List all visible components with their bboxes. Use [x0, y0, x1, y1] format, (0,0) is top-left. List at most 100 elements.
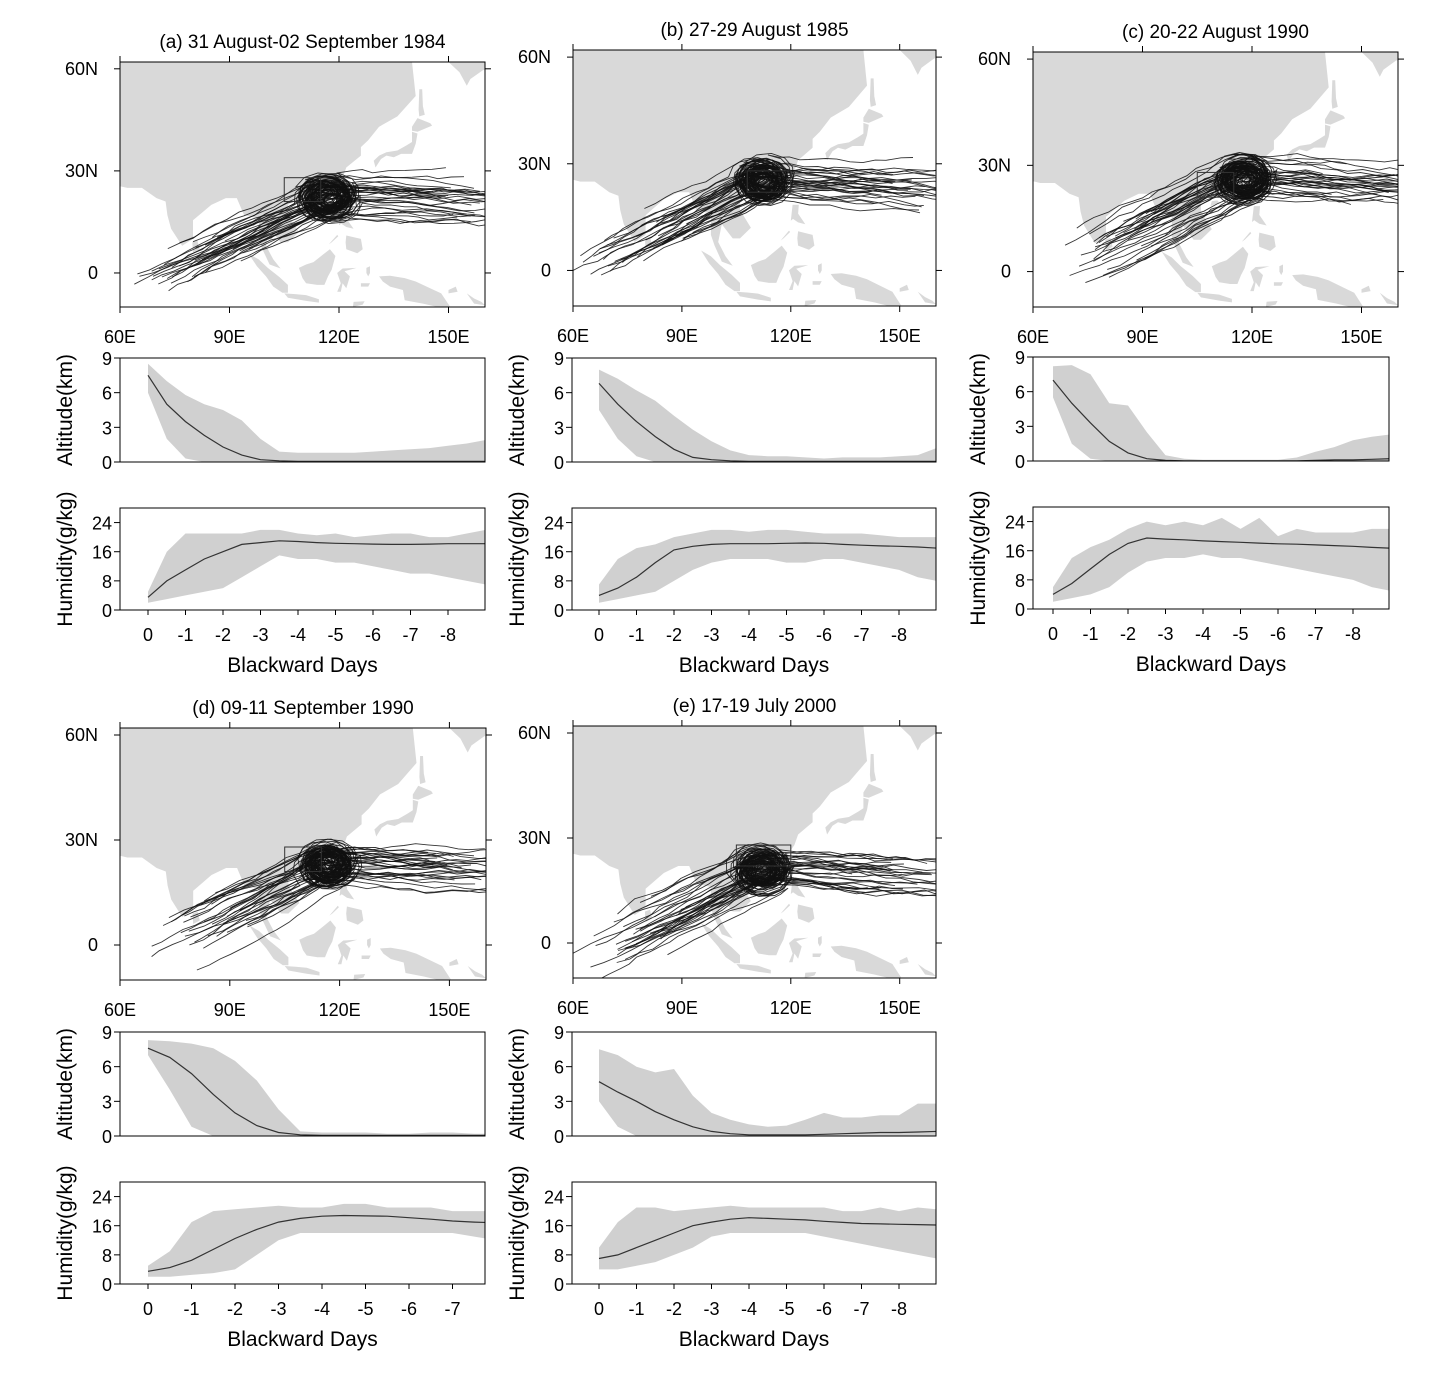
humidity-plot: 0 8 16 24 Humidity(g/kg) 0 -1 -2 -3 -4 -5 -6 -7 -8 Bla…: [506, 1165, 937, 1351]
land-polygon: [373, 131, 418, 168]
lon-tick-label: 150E: [879, 326, 921, 346]
trajectory-line: [1226, 160, 1398, 203]
y-tick-label: 9: [102, 349, 112, 369]
y-tick-label: 6: [554, 384, 564, 404]
x-tick-label: -6: [365, 625, 381, 645]
land-polygon: [1379, 292, 1398, 306]
panel-title: (b) 27-29 August 1985: [660, 20, 848, 41]
humidity-frame: [119, 1181, 486, 1285]
map-content: [573, 50, 936, 306]
trajectory-line: [305, 846, 486, 874]
x-tick-label: -3: [252, 625, 268, 645]
y-tick-label: 16: [92, 543, 112, 563]
land-polygon: [412, 118, 433, 132]
y-tick-label: 9: [102, 1023, 112, 1043]
map-content: [120, 728, 486, 980]
humidity-plot: 0 8 16 24 Humidity(g/kg) 0 -1 -2 -3 -4 -5 -6 -7 Black…: [54, 1165, 486, 1351]
lat-tick-label: 30N: [65, 161, 98, 181]
land-polygon: [869, 78, 877, 107]
y-tick-label: 16: [544, 1217, 564, 1237]
land-polygon: [249, 925, 289, 966]
x-tick-label: -4: [741, 1299, 757, 1319]
land-polygon: [192, 911, 200, 924]
trajectory-bundle: [151, 838, 486, 971]
trajectory-line: [1219, 160, 1323, 203]
land-polygon: [1331, 80, 1338, 109]
land-polygon: [467, 966, 486, 979]
altitude-mean-line: [147, 1047, 485, 1136]
trajectory-line: [678, 868, 769, 915]
trajectory-bundle: [573, 842, 936, 978]
humidity-plot: 0 8 16 24 Humidity(g/kg) 0 -1 -2 -3 -4 -5 -6 -7 -8 Bla…: [506, 491, 937, 677]
lat-tick-label: 60N: [518, 47, 551, 67]
altitude-mean-line: [147, 374, 485, 462]
land-polygon: [337, 939, 358, 965]
land-polygon: [449, 959, 459, 966]
humidity-ylabel: Humidity(g/kg): [506, 1165, 529, 1300]
land-polygon: [790, 204, 806, 225]
x-axis-label: Blackward Days: [227, 654, 378, 677]
map-content: [120, 62, 485, 307]
x-tick-label: 0: [1048, 624, 1058, 644]
land-polygon: [1241, 231, 1252, 242]
lon-tick-label: 60E: [1017, 327, 1049, 347]
y-tick-label: 8: [554, 572, 564, 592]
y-tick-label: 8: [554, 1246, 564, 1266]
humidity-ylabel: Humidity(g/kg): [506, 491, 529, 626]
lon-tick-label: 150E: [879, 998, 921, 1018]
map-frame: [119, 727, 487, 981]
y-tick-label: 3: [102, 418, 112, 438]
land-polygon: [750, 245, 788, 283]
trajectory-line: [315, 184, 475, 214]
land-polygon: [466, 293, 485, 306]
land-polygon: [812, 281, 822, 285]
y-tick-label: 0: [554, 453, 564, 473]
humidity-frame: [119, 507, 486, 611]
trajectory-line: [301, 850, 486, 885]
land-polygon: [818, 936, 822, 947]
study-region-box: [284, 846, 322, 872]
trajectory-line: [661, 173, 774, 245]
land-polygon: [573, 726, 867, 939]
trajectory-map: 60E 90E 120E 150E 60N 30N 0: [65, 722, 492, 1020]
land-polygon: [780, 230, 791, 241]
land-polygon: [328, 234, 339, 245]
lon-tick-label: 120E: [319, 1000, 361, 1020]
y-tick-label: 0: [102, 1127, 112, 1147]
y-tick-label: 0: [1015, 600, 1025, 620]
land-polygon: [379, 947, 452, 980]
x-tick-label: -2: [227, 1299, 243, 1319]
trajectory-line: [652, 167, 794, 249]
lon-tick-label: 90E: [213, 327, 245, 347]
x-tick-label: -6: [816, 1299, 832, 1319]
land-polygon: [917, 291, 936, 305]
lat-tick-label: 60N: [518, 723, 551, 743]
land-polygon: [1252, 206, 1267, 226]
humidity-ylabel: Humidity(g/kg): [54, 1165, 77, 1300]
lon-tick-label: 120E: [770, 998, 812, 1018]
trajectory-line: [1080, 170, 1263, 256]
lat-tick-label: 60N: [65, 725, 98, 745]
trajectory-line: [311, 188, 485, 227]
land-polygon: [379, 275, 451, 307]
land-polygon: [419, 756, 426, 784]
trajectory-line: [300, 853, 486, 893]
lon-tick-label: 120E: [770, 326, 812, 346]
altitude-envelope: [599, 1049, 936, 1136]
land-polygon: [804, 972, 817, 978]
map-frame: [572, 49, 937, 307]
y-tick-label: 0: [554, 1127, 564, 1147]
x-tick-label: 0: [594, 1299, 604, 1319]
altitude-plot: 0 3 6 9 Altitude(km): [54, 349, 486, 473]
land-polygon: [869, 754, 877, 782]
trajectory-map: 60E 90E 120E 150E 60N 30N 0: [518, 44, 942, 346]
x-tick-label: -2: [666, 1299, 682, 1319]
trajectory-line: [1228, 170, 1398, 188]
trajectory-line: [604, 167, 770, 241]
trajectory-line: [573, 863, 775, 954]
land-polygon: [830, 273, 902, 306]
y-tick-label: 8: [102, 572, 112, 592]
humidity-envelope: [1053, 517, 1389, 602]
land-polygon: [346, 906, 364, 925]
land-polygon: [899, 957, 909, 964]
